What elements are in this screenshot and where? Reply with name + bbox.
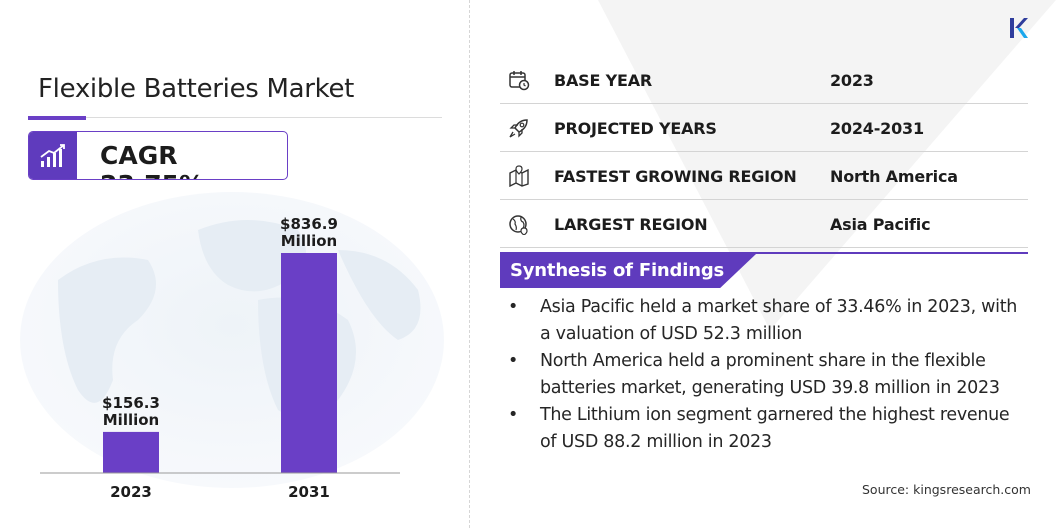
finding-text: North America held a prominent share in … — [540, 351, 1000, 398]
cagr-value: CAGR 23.75% — [100, 141, 204, 179]
growth-chart-icon — [29, 132, 77, 179]
data-label-2031: Million — [281, 232, 337, 250]
x-tick-label: 2031 — [288, 483, 330, 501]
source-credit: Source: kingsresearch.com — [862, 482, 1031, 497]
title-divider — [28, 117, 442, 118]
bar-2023 — [103, 431, 159, 473]
info-value: 2024-2031 — [830, 119, 924, 138]
finding-text: Asia Pacific held a market share of 33.4… — [540, 297, 1018, 344]
bullet: • — [508, 297, 519, 317]
info-label: FASTEST GROWING REGION — [554, 167, 797, 186]
rocket-icon — [509, 119, 528, 138]
globe-icon — [509, 215, 528, 235]
data-label-2023: Million — [103, 411, 159, 429]
finding-text: The Lithium ion segment garnered the hig… — [540, 405, 1010, 452]
chart-panel: Flexible Batteries Market CAGR 23.75% $1… — [0, 0, 468, 528]
panel-divider — [469, 0, 470, 528]
cagr-badge: CAGR 23.75% — [28, 131, 288, 180]
findings-list: • Asia Pacific held a market share of 33… — [508, 294, 1028, 456]
finding-item: • The Lithium ion segment garnered the h… — [508, 402, 1028, 456]
synthesis-rule — [500, 252, 1028, 254]
info-value: Asia Pacific — [830, 215, 931, 234]
info-label: BASE YEAR — [554, 71, 653, 90]
bullet: • — [508, 351, 519, 371]
info-row-base-year: BASE YEAR 2023 — [500, 56, 1028, 104]
info-label: PROJECTED YEARS — [554, 119, 717, 138]
info-value: North America — [830, 167, 958, 186]
bullet: • — [508, 405, 519, 425]
title-accent-bar — [28, 116, 86, 120]
key-facts-table: BASE YEAR 2023 PROJECTED YEARS 2024-2031… — [500, 56, 1028, 248]
x-tick-label: 2023 — [110, 483, 152, 501]
bar-2031 — [281, 253, 337, 473]
finding-item: • North America held a prominent share i… — [508, 348, 1028, 402]
info-label: LARGEST REGION — [554, 215, 708, 234]
calendar-icon — [509, 71, 530, 91]
synthesis-title: Synthesis of Findings — [510, 260, 725, 281]
summary-panel-background — [470, 0, 1056, 528]
map-icon — [509, 165, 529, 187]
synthesis-header — [500, 254, 756, 288]
data-label-2023: $156.3 — [102, 394, 160, 412]
data-label-2031: $836.9 — [280, 215, 338, 233]
info-row-fastest-region: FASTEST GROWING REGION North America — [500, 152, 1028, 200]
info-value: 2023 — [830, 71, 874, 90]
info-row-projected-years: PROJECTED YEARS 2024-2031 — [500, 104, 1028, 152]
background-shape — [598, 0, 1056, 330]
info-row-largest-region: LARGEST REGION Asia Pacific — [500, 200, 1028, 248]
page-title: Flexible Batteries Market — [38, 74, 355, 104]
kings-research-logo — [1010, 18, 1028, 38]
finding-item: • Asia Pacific held a market share of 33… — [508, 294, 1028, 348]
